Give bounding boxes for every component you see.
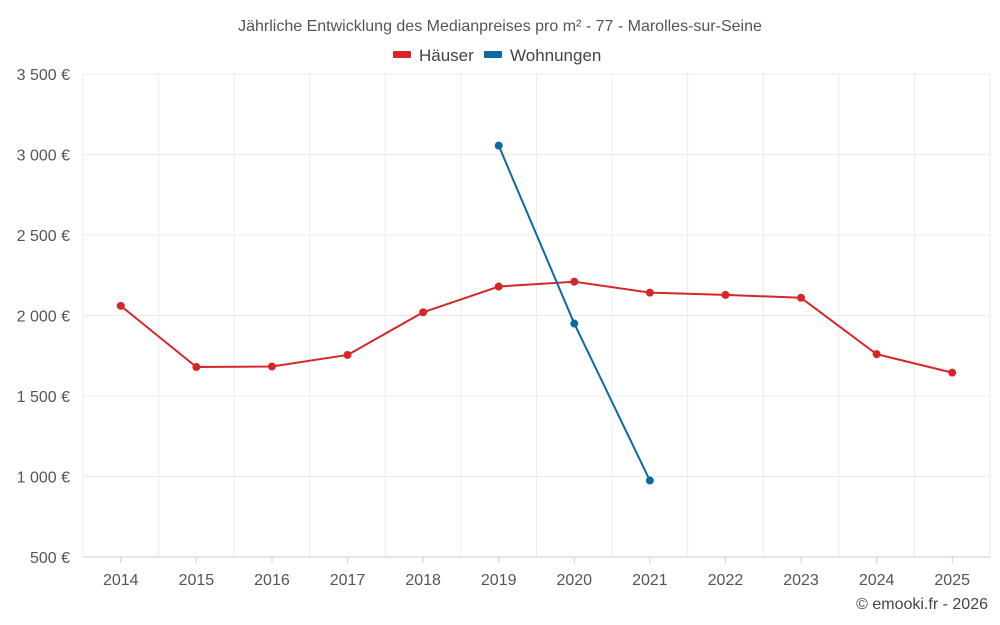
- y-tick-label: 3 000 €: [17, 148, 70, 165]
- chart-title: Jährliche Entwicklung des Medianpreises …: [238, 18, 762, 35]
- data-point-wohnungen[interactable]: [494, 141, 503, 150]
- x-tick-label: 2023: [783, 572, 819, 589]
- legend-label-wohnungen: Wohnungen: [510, 46, 601, 65]
- x-tick-label: 2018: [405, 572, 441, 589]
- legend-swatch-hauser: [393, 51, 411, 58]
- x-axis: 2014 2015 2016 2017 2018 2019 2020 2021 2022 2023…: [83, 556, 990, 589]
- x-tick-label: 2014: [103, 572, 139, 589]
- x-tick-label: 2017: [330, 572, 366, 589]
- data-point-hauser[interactable]: [948, 368, 957, 377]
- grid: [82, 73, 991, 558]
- data-point-hauser[interactable]: [192, 363, 201, 372]
- series-line-hauser: [120, 280, 953, 374]
- data-point-hauser[interactable]: [343, 350, 352, 359]
- plot-area: [116, 141, 957, 485]
- legend-label-hauser: Häuser: [419, 46, 474, 65]
- data-point-wohnungen[interactable]: [570, 319, 579, 328]
- data-point-hauser[interactable]: [494, 282, 503, 291]
- data-point-hauser[interactable]: [267, 362, 276, 371]
- x-tick-label: 2016: [254, 572, 290, 589]
- data-point-hauser[interactable]: [570, 277, 579, 286]
- data-point-hauser[interactable]: [645, 288, 654, 297]
- x-tick-label: 2024: [859, 572, 895, 589]
- y-tick-label: 2 500 €: [17, 228, 70, 245]
- x-tick-label: 2025: [934, 572, 970, 589]
- x-tick-label: 2022: [708, 572, 744, 589]
- legend-item-hauser[interactable]: Häuser: [393, 46, 474, 65]
- y-axis: 500 € 1 000 € 1 500 € 2 000 € 2 500 € 3 000 €…: [17, 67, 70, 567]
- data-point-hauser[interactable]: [419, 308, 428, 317]
- legend: Häuser Wohnungen: [393, 46, 601, 65]
- data-point-hauser[interactable]: [116, 301, 125, 310]
- y-tick-label: 3 500 €: [17, 67, 70, 84]
- data-point-hauser[interactable]: [872, 350, 881, 359]
- y-tick-label: 500 €: [30, 550, 70, 567]
- series-line-wohnungen: [497, 145, 651, 481]
- data-point-wohnungen[interactable]: [645, 476, 654, 485]
- y-tick-label: 1 500 €: [17, 389, 70, 406]
- y-tick-label: 2 000 €: [17, 309, 70, 326]
- data-point-hauser[interactable]: [797, 293, 806, 302]
- x-tick-label: 2019: [481, 572, 517, 589]
- data-point-hauser[interactable]: [721, 290, 730, 299]
- legend-swatch-wohnungen: [484, 51, 502, 58]
- y-tick-label: 1 000 €: [17, 470, 70, 487]
- x-tick-label: 2020: [556, 572, 592, 589]
- x-tick-label: 2015: [179, 572, 215, 589]
- x-tick-label: 2021: [632, 572, 668, 589]
- legend-item-wohnungen[interactable]: Wohnungen: [484, 46, 601, 65]
- credit-text: © emooki.fr - 2026: [856, 596, 988, 613]
